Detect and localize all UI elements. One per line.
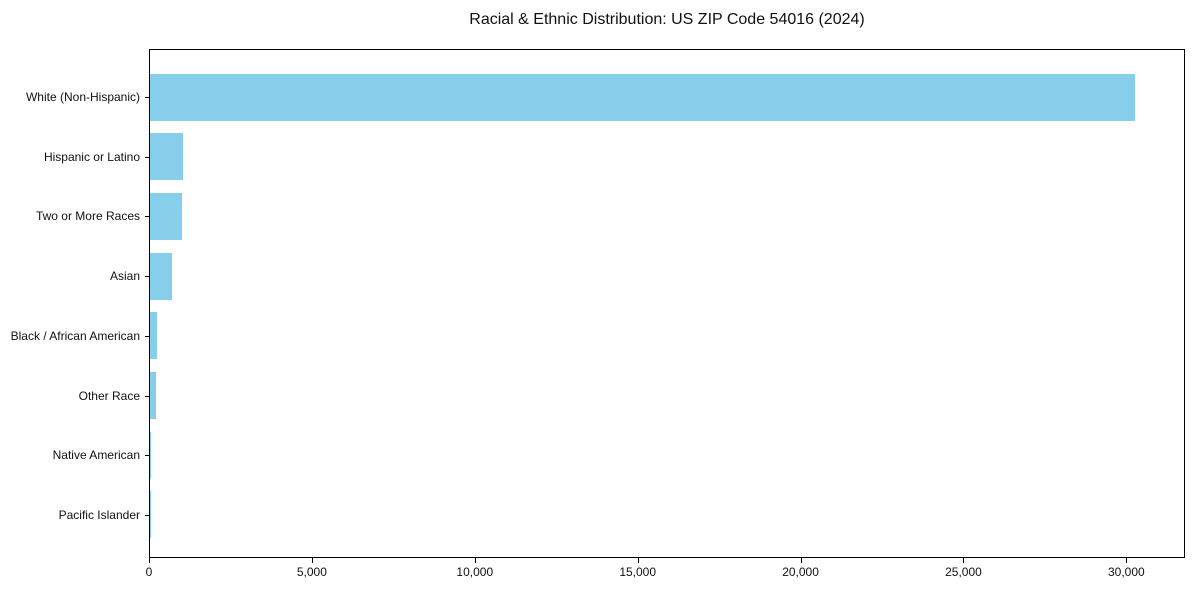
plot-area bbox=[149, 49, 1185, 558]
x-tick-label: 15,000 bbox=[619, 565, 657, 579]
x-tick-mark bbox=[149, 558, 150, 563]
bar bbox=[150, 372, 156, 419]
x-tick-mark bbox=[637, 558, 639, 563]
y-tick-mark bbox=[145, 216, 149, 218]
x-tick-mark bbox=[474, 558, 476, 563]
x-tick-label: 0 bbox=[145, 565, 153, 579]
y-tick-mark bbox=[145, 156, 149, 158]
x-tick-mark bbox=[800, 558, 802, 563]
y-axis-label: White (Non-Hispanic) bbox=[25, 90, 140, 104]
y-tick-mark bbox=[145, 455, 149, 457]
y-axis-label: Two or More Races bbox=[35, 209, 140, 224]
y-axis-label: Native American bbox=[52, 448, 140, 463]
y-axis-label: Other Race bbox=[78, 388, 140, 403]
bar bbox=[150, 431, 151, 479]
bar bbox=[150, 312, 157, 360]
y-tick-mark bbox=[145, 276, 149, 278]
x-tick-mark bbox=[1126, 558, 1128, 563]
y-axis-label: Hispanic or Latino bbox=[43, 149, 140, 164]
x-tick-mark bbox=[963, 558, 965, 563]
y-tick-mark bbox=[145, 97, 149, 98]
y-tick-mark bbox=[145, 395, 149, 397]
x-tick-label: 25,000 bbox=[945, 565, 982, 579]
x-tick-label: 30,000 bbox=[1107, 565, 1145, 579]
x-tick-label: 10,000 bbox=[456, 565, 494, 579]
y-tick-mark bbox=[145, 335, 149, 337]
x-tick-label: 20,000 bbox=[782, 565, 819, 579]
y-axis-label: Pacific Islander bbox=[58, 507, 140, 522]
bar bbox=[150, 73, 1136, 121]
bar bbox=[150, 133, 184, 181]
bar bbox=[150, 192, 183, 240]
y-axis-label: Black / African American bbox=[10, 328, 140, 343]
bar bbox=[150, 252, 173, 300]
x-tick-mark bbox=[311, 558, 313, 563]
y-axis-label: Asian bbox=[109, 269, 140, 284]
x-tick-label: 5,000 bbox=[296, 565, 327, 579]
chart-title: Racial & Ethnic Distribution: US ZIP Cod… bbox=[469, 11, 865, 28]
y-tick-mark bbox=[145, 514, 149, 516]
